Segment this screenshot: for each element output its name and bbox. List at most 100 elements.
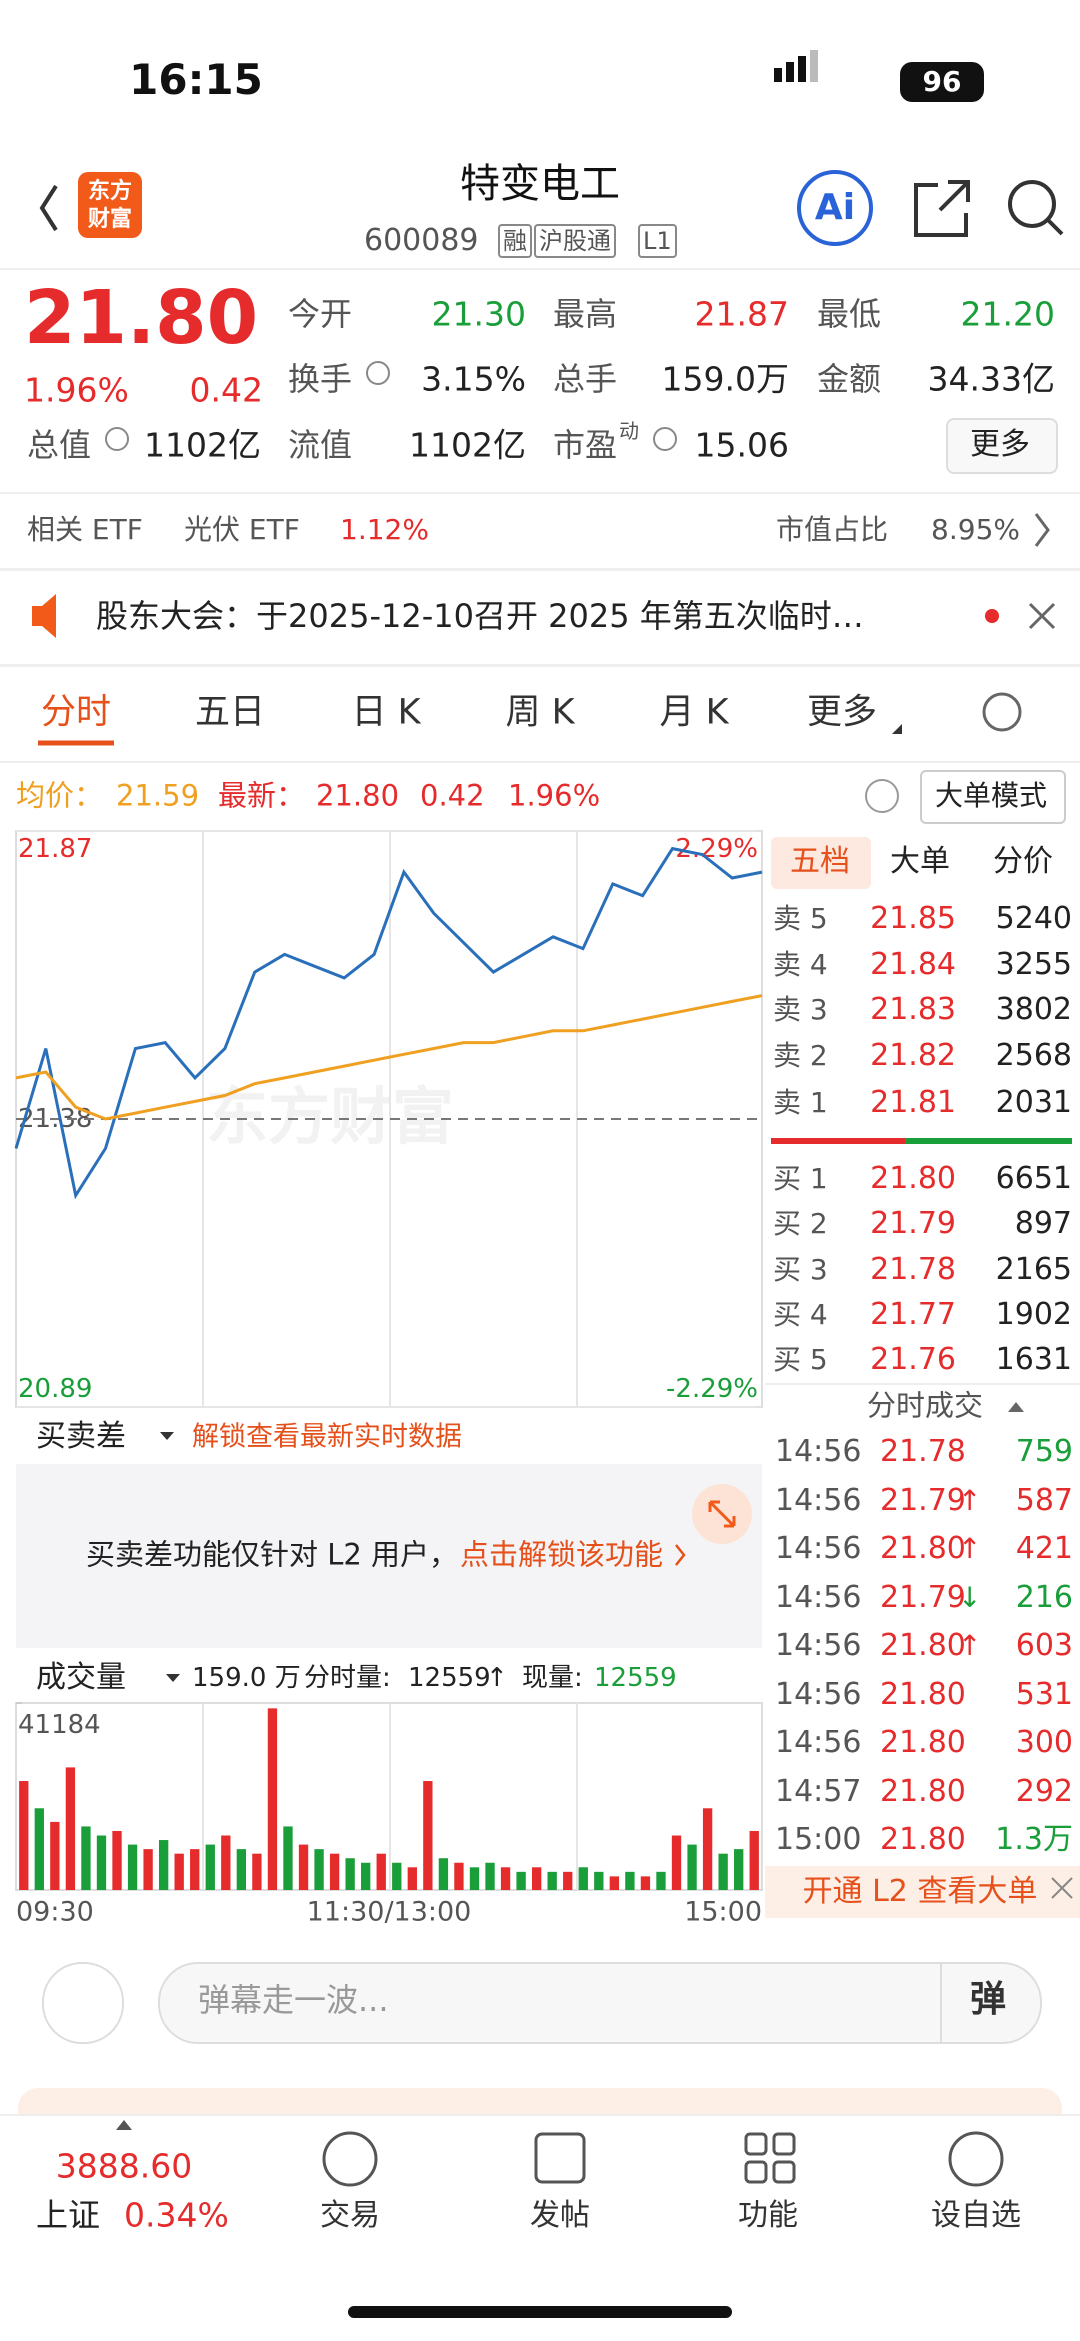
tab[interactable]: 更多: [806, 692, 878, 733]
nav-item[interactable]: 交易: [320, 2198, 380, 2233]
field-label: 今开: [288, 295, 353, 333]
book-label: 买 1: [773, 1162, 828, 1195]
volume-bar: [578, 1867, 588, 1890]
volume-bar: [34, 1808, 44, 1890]
volume-select[interactable]: 成交量: [36, 1660, 126, 1695]
more-button[interactable]: [946, 418, 1058, 474]
nav-item[interactable]: 发帖: [530, 2198, 590, 2233]
divider: [0, 268, 1080, 270]
nav-item[interactable]: 设自选: [931, 2198, 1021, 2233]
trade-volume: 759: [1015, 1434, 1073, 1469]
book-price: 21.84: [870, 947, 956, 982]
period-arrow: ↑: [486, 1663, 508, 1693]
l2-link[interactable]: 点击解锁该功能: [460, 1537, 664, 1572]
back-icon[interactable]: [39, 184, 58, 232]
trade-price: 21.78: [880, 1434, 966, 1469]
etf-name[interactable]: 光伏 ETF: [184, 513, 300, 546]
volume-bar: [143, 1849, 153, 1890]
search-icon[interactable]: [1008, 180, 1056, 228]
volume-bar: [609, 1876, 620, 1890]
signal: [786, 62, 794, 82]
trade-icon[interactable]: [322, 2131, 378, 2187]
expand-icon: [708, 1500, 736, 1528]
l2-banner-text[interactable]: 开通 L2 查看大单: [802, 1874, 1038, 1909]
volume-bar: [671, 1835, 682, 1890]
volume-bar: [500, 1867, 511, 1890]
home-indicator: [348, 2306, 732, 2318]
battery-level: 96: [922, 65, 962, 98]
x-tick-label: 15:00: [684, 1896, 762, 1928]
trade-price: 21.80: [880, 1628, 966, 1663]
field-value: 34.33亿: [927, 359, 1055, 399]
field-label: 金额: [817, 360, 882, 398]
volume-bar: [112, 1830, 122, 1890]
book-price: 21.79: [870, 1206, 956, 1241]
unlock-link[interactable]: 解锁查看最新实时数据: [192, 1421, 462, 1453]
y-tick-label: 20.89: [18, 1374, 93, 1404]
last-change: 0.42: [420, 778, 485, 813]
func-icon: [744, 2160, 768, 2184]
signal: [810, 50, 818, 82]
book-volume: 3802: [995, 992, 1072, 1027]
watchlist-icon[interactable]: [948, 2131, 1004, 2187]
volume-bar: [454, 1862, 464, 1890]
volume-bar: [392, 1862, 402, 1890]
nav-item[interactable]: 功能: [738, 2198, 798, 2233]
ai-label[interactable]: Ai: [814, 187, 856, 228]
share-icon[interactable]: [914, 180, 970, 237]
trade-time: 14:56: [775, 1531, 862, 1566]
func-icon[interactable]: [744, 2132, 768, 2156]
diff-select[interactable]: 买卖差: [36, 1419, 126, 1454]
book-label: 买 2: [773, 1207, 828, 1240]
volume-total: 159.0 万: [192, 1663, 301, 1693]
volume-bar: [734, 1849, 744, 1890]
change-pct: 1.96%: [24, 370, 129, 410]
volume-bar: [236, 1849, 247, 1890]
dropdown-icon: [160, 1432, 180, 1682]
post-icon[interactable]: [534, 2132, 586, 2184]
help-icon[interactable]: [865, 779, 899, 813]
notice-text[interactable]: 股东大会：于2025-12-10召开 2025 年第五次临时…: [96, 597, 864, 635]
up-icon: [116, 2120, 132, 2130]
search-icon: [1046, 218, 1064, 236]
l2-banner[interactable]: [765, 1866, 1080, 1918]
trade-price: 21.80: [880, 1531, 966, 1566]
close-icon[interactable]: [1028, 602, 1056, 630]
book-label: 卖 5: [773, 902, 828, 935]
book-label: 卖 2: [773, 1039, 828, 1072]
danmaku-button[interactable]: 弹: [969, 1979, 1007, 2020]
comment-input[interactable]: [158, 1962, 1042, 2044]
tab[interactable]: 月 K: [659, 692, 729, 733]
volume-bar: [407, 1867, 417, 1890]
settings-icon[interactable]: [982, 692, 1022, 732]
trade-volume: 300: [1015, 1725, 1073, 1760]
price-line: [14, 846, 763, 1200]
ai-icon[interactable]: [797, 170, 873, 246]
tab[interactable]: 分时: [40, 692, 112, 733]
book-volume: 3255: [995, 947, 1072, 982]
tab[interactable]: 五日: [194, 692, 266, 733]
book-tab[interactable]: 分价: [993, 844, 1053, 879]
volume-bar: [19, 1781, 29, 1890]
tab[interactable]: 日 K: [351, 692, 421, 733]
more-label[interactable]: 更多: [970, 427, 1030, 462]
avg-value: 21.59: [116, 778, 200, 813]
volume-bar: [65, 1767, 76, 1890]
book-label: 卖 1: [773, 1086, 828, 1119]
book-volume: 2568: [995, 1038, 1072, 1073]
tab[interactable]: 周 K: [505, 692, 575, 733]
comment-icon-button[interactable]: [42, 1962, 124, 2044]
volume-bar: [50, 1821, 60, 1890]
volume-bar: [376, 1853, 386, 1890]
book-tab[interactable]: 大单: [890, 844, 950, 879]
mode-label[interactable]: 大单模式: [934, 779, 1048, 812]
volume-bar: [687, 1844, 697, 1890]
mode-button[interactable]: [920, 770, 1066, 824]
tab-highlight: [771, 837, 871, 889]
volume-bar: [547, 1871, 557, 1890]
volume-bar: [702, 1808, 713, 1890]
close-icon[interactable]: [1051, 1877, 1073, 1899]
volume-bar: [485, 1862, 495, 1890]
book-tab[interactable]: 五档: [790, 844, 850, 879]
